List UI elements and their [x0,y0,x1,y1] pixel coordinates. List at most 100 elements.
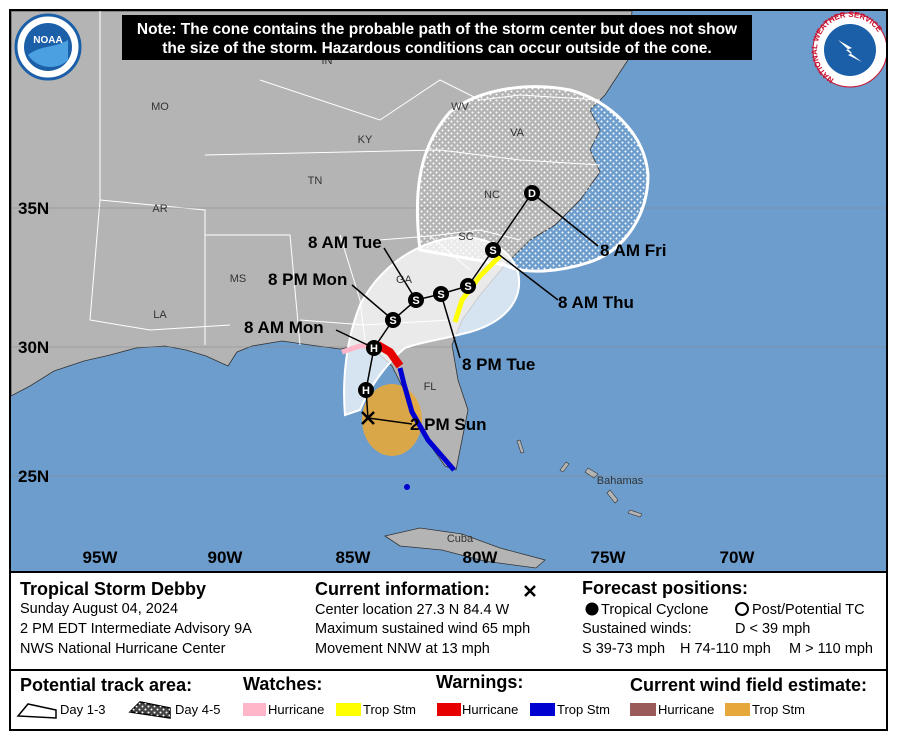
region-labels: MO IN KY WV VA NC TN AR SC GA MS LA FL Bahamas Cuba [151,55,644,545]
noaa-wave [28,40,68,67]
warnings-heading: Warnings: [436,672,523,692]
region-label: FL [424,381,437,393]
wind-hurricane-label: Hurricane [658,702,714,717]
forecast-point-letter: S [437,289,444,301]
forecast-point-letter: H [370,343,378,355]
forecast-time: 8 AM Fri [600,241,666,260]
region-label: AR [152,203,167,215]
current-heading: Current information: [315,579,490,599]
day13-label: Day 1-3 [60,702,106,717]
tc-label: Tropical Cyclone [601,602,708,618]
current-icon [524,585,536,597]
warning-tropstm-label: Trop Stm [557,702,610,717]
track-heading: Potential track area: [20,675,192,695]
current-line: Center location 27.3 N 84.4 W [315,602,510,618]
latitude-label: 25N [18,467,49,486]
forecast-point-letter: S [389,315,396,327]
region-label: SC [458,231,473,243]
current-position [361,411,375,425]
watch-tropstm-label: Trop Stm [363,702,416,717]
region-label: NC [484,189,500,201]
region-label: MO [151,101,169,113]
source: NWS National Hurricane Center [20,641,226,657]
noaa-text: NOAA [33,35,62,46]
warning-keys [404,484,410,490]
forecast-time: 8 AM Tue [308,233,382,252]
longitude-label: 85W [336,548,372,567]
warning-tropical-storm [397,367,456,472]
bahamas [516,439,643,518]
region-label: TN [308,175,323,187]
longitude-label: 70W [720,548,756,567]
wind-m: M > 110 mph [789,641,873,657]
current-line: Movement NNW at 13 mph [315,641,490,657]
wind-d: D < 39 mph [735,621,810,637]
ptc-icon [735,602,749,616]
forecast-time: 8 PM Tue [462,355,535,374]
current-line: Maximum sustained wind 65 mph [315,621,530,637]
forecast-time: 8 PM Mon [268,270,347,289]
forecast-point [485,242,501,258]
date: Sunday August 04, 2024 [20,601,178,617]
note-line: the size of the storm. Hazardous conditi… [162,40,711,57]
swatch [530,703,555,716]
longitude-label: 75W [591,548,627,567]
day45-pattern [130,702,170,718]
watches-heading: Watches: [243,674,322,694]
swatch [437,703,461,716]
watch-hurricane-label: Hurricane [268,702,324,717]
wind-tropstm-label: Trop Stm [752,702,805,717]
wind-heading: Current wind field estimate: [630,675,867,695]
region-label: Bahamas [597,475,644,487]
swatch [630,703,656,716]
storm-title: Tropical Storm Debby [20,579,206,599]
cuba [384,527,546,569]
advisory: 2 PM EDT Intermediate Advisory 9A [20,621,252,637]
wind-s: S 39-73 mph [582,641,665,657]
forecast-point-letter: S [412,295,419,307]
region-label: LA [153,309,167,321]
region-label: VA [510,127,525,139]
forecast-point-letter: S [489,245,496,257]
longitude-label: 80W [463,548,499,567]
day45-label: Day 4-5 [175,702,221,717]
region-label: GA [396,274,413,286]
region-label: MS [230,273,247,285]
nws-logo-inner [824,24,876,76]
swatch [725,703,750,716]
sustained-label: Sustained winds: [582,621,692,637]
warning-hurricane [375,341,404,369]
longitude-label: 90W [208,548,244,567]
forecast-time: 8 AM Mon [244,318,324,337]
cone-day-4-5 [415,85,650,273]
latitude-label: 35N [18,199,49,218]
coordinate-labels: 35N 30N 25N 95W 90W 85W 80W 75W 70W [18,199,755,567]
frame [9,9,888,731]
forecast-point [366,340,382,356]
forecast-point [385,312,401,328]
forecast-heading: Forecast positions: [582,578,748,598]
day13-icon [16,703,57,719]
region-label: IN [322,55,333,67]
ptc-label: Post/Potential TC [752,602,865,618]
forecast-point-letter: S [464,281,471,293]
region-label: Cuba [447,533,474,545]
swatch [336,703,361,716]
forecast-point [524,185,540,201]
forecast-point [358,382,374,398]
forecast-time: 8 AM Thu [558,293,634,312]
tc-icon [585,602,599,616]
forecast-point [408,292,424,308]
wind-h: H 74-110 mph [680,641,771,657]
note-box [122,15,752,60]
nws-bolt [838,40,862,62]
forecast-point-letter: H [362,385,370,397]
forecast-points: H H S S S S S D [358,185,540,398]
region-label: WV [451,101,469,113]
warning-hurricane-label: Hurricane [462,702,518,717]
forecast-point [433,286,449,302]
forecast-point [460,278,476,294]
leaders [335,192,599,425]
swatch [243,703,266,716]
